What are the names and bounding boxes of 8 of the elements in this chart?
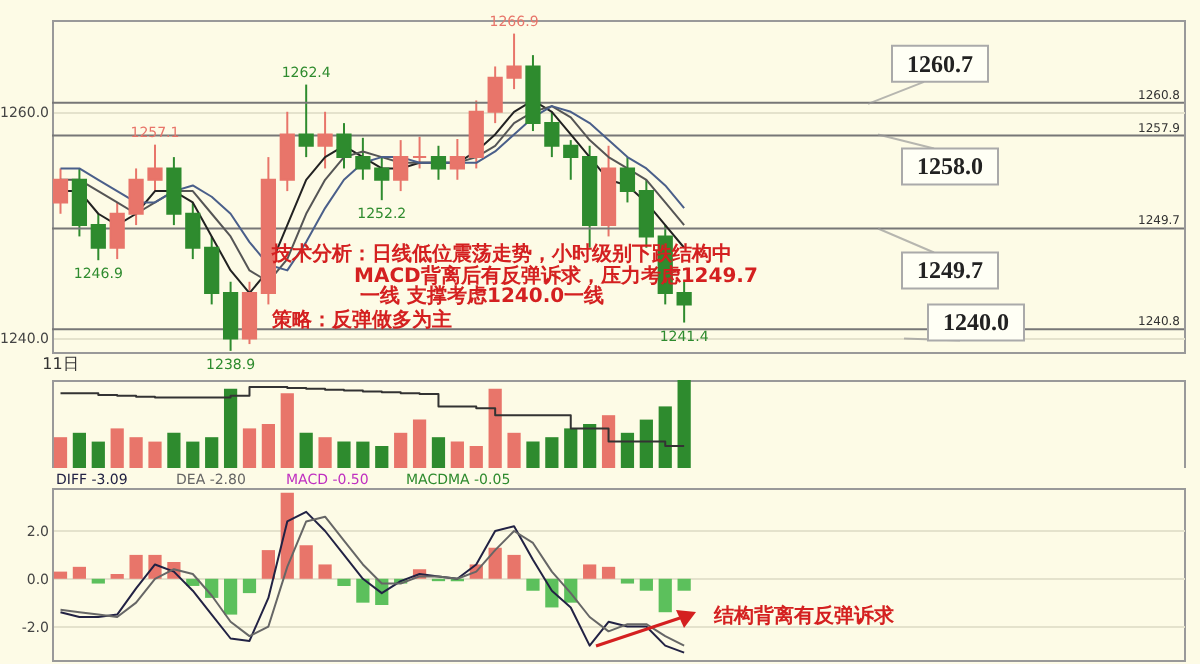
- annotation: 1240.0: [943, 308, 1009, 337]
- annotation: 1260.7: [907, 49, 973, 78]
- annotation: 一线 支撑考虑1240.0一线: [360, 284, 605, 308]
- annotation: 策略：反弹做多为主: [270, 308, 452, 332]
- annotation: 结构背离有反弹诉求: [712, 604, 896, 628]
- annotation: 1249.7: [917, 256, 983, 285]
- annotation: 1258.0: [917, 152, 983, 181]
- x-tick-label: 11日: [42, 355, 79, 373]
